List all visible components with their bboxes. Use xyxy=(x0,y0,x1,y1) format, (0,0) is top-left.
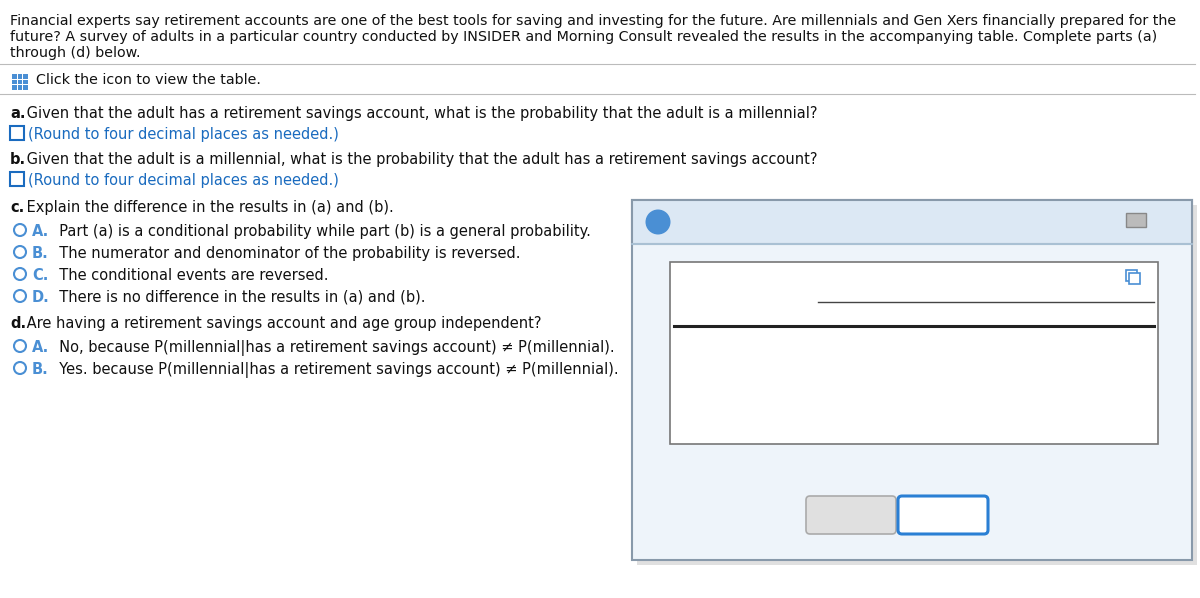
Bar xyxy=(670,262,1158,444)
FancyBboxPatch shape xyxy=(632,200,1192,560)
Text: C.: C. xyxy=(32,268,48,283)
Text: d.: d. xyxy=(10,316,26,331)
Text: Millennials: Millennials xyxy=(678,334,769,349)
Text: through (d) below.: through (d) below. xyxy=(10,46,140,60)
Text: future? A survey of adults in a particular country conducted by INSIDER and Morn: future? A survey of adults in a particul… xyxy=(10,30,1157,44)
Text: c.: c. xyxy=(10,200,24,215)
Text: Click the icon to view the table.: Click the icon to view the table. xyxy=(36,73,260,87)
Bar xyxy=(10,172,24,186)
Text: There is no difference in the results in (a) and (b).: There is no difference in the results in… xyxy=(50,290,426,305)
Bar xyxy=(12,86,17,90)
Circle shape xyxy=(14,268,26,280)
Text: Data Table: Data Table xyxy=(682,213,770,231)
Text: Gen Xer: Gen Xer xyxy=(678,362,745,377)
Text: ─: ─ xyxy=(1133,215,1139,225)
Text: 574: 574 xyxy=(966,334,995,349)
Text: Yes. because P(millennial|has a retirement savings account) ≠ P(millennial).: Yes. because P(millennial|has a retireme… xyxy=(50,362,619,378)
Text: D.: D. xyxy=(32,290,49,305)
Bar xyxy=(24,86,28,90)
Circle shape xyxy=(14,224,26,236)
Text: ×: × xyxy=(1159,210,1177,230)
FancyBboxPatch shape xyxy=(806,496,896,534)
Bar xyxy=(24,74,28,78)
Bar xyxy=(12,74,17,78)
FancyBboxPatch shape xyxy=(637,205,1198,565)
Bar xyxy=(18,86,22,90)
Text: Are having a retirement savings account and age group independent?: Are having a retirement savings account … xyxy=(22,316,541,331)
Text: 533: 533 xyxy=(1075,362,1104,377)
Bar xyxy=(1129,273,1140,284)
FancyBboxPatch shape xyxy=(632,200,1192,244)
Text: Part (a) is a conditional probability while part (b) is a general probability.: Part (a) is a conditional probability wh… xyxy=(50,224,590,239)
Bar xyxy=(10,126,24,140)
Text: A.: A. xyxy=(32,224,49,239)
Text: (Round to four decimal places as needed.): (Round to four decimal places as needed.… xyxy=(28,127,338,142)
Circle shape xyxy=(14,340,26,352)
Text: b.: b. xyxy=(10,152,26,167)
Circle shape xyxy=(14,362,26,374)
Bar xyxy=(1126,213,1146,227)
Circle shape xyxy=(14,290,26,302)
Text: 629: 629 xyxy=(1075,334,1104,349)
Text: 606: 606 xyxy=(966,362,995,377)
Text: Financial experts say retirement accounts are one of the best tools for saving a: Financial experts say retirement account… xyxy=(10,14,1176,28)
Text: a.: a. xyxy=(10,106,25,121)
Text: HAS A RETIREMENT: HAS A RETIREMENT xyxy=(919,269,1085,284)
Text: B.: B. xyxy=(32,362,49,377)
Bar xyxy=(24,80,28,84)
Text: Given that the adult is a millennial, what is the probability that the adult has: Given that the adult is a millennial, wh… xyxy=(22,152,817,167)
Text: SAVINGS ACCOUNT: SAVINGS ACCOUNT xyxy=(922,283,1082,298)
Text: A.: A. xyxy=(32,340,49,355)
Circle shape xyxy=(646,209,671,234)
Circle shape xyxy=(14,246,26,258)
Text: i: i xyxy=(655,214,660,229)
Text: The conditional events are reversed.: The conditional events are reversed. xyxy=(50,268,329,283)
Bar xyxy=(12,80,17,84)
Bar xyxy=(1126,270,1138,281)
FancyBboxPatch shape xyxy=(898,496,988,534)
Text: No: No xyxy=(1080,304,1100,319)
Bar xyxy=(18,74,22,78)
Text: Yes: Yes xyxy=(968,304,992,319)
Text: Explain the difference in the results in (a) and (b).: Explain the difference in the results in… xyxy=(22,200,394,215)
Text: B.: B. xyxy=(32,246,49,261)
Text: No, because P(millennial|has a retirement savings account) ≠ P(millennial).: No, because P(millennial|has a retiremen… xyxy=(50,340,614,356)
Text: AGE GROUP: AGE GROUP xyxy=(678,304,778,319)
Text: Done: Done xyxy=(923,507,964,522)
Bar xyxy=(18,80,22,84)
Text: Given that the adult has a retirement savings account, what is the probability t: Given that the adult has a retirement sa… xyxy=(22,106,817,121)
Text: The numerator and denominator of the probability is reversed.: The numerator and denominator of the pro… xyxy=(50,246,521,261)
Text: (Round to four decimal places as needed.): (Round to four decimal places as needed.… xyxy=(28,173,338,188)
Text: Print: Print xyxy=(833,507,869,522)
